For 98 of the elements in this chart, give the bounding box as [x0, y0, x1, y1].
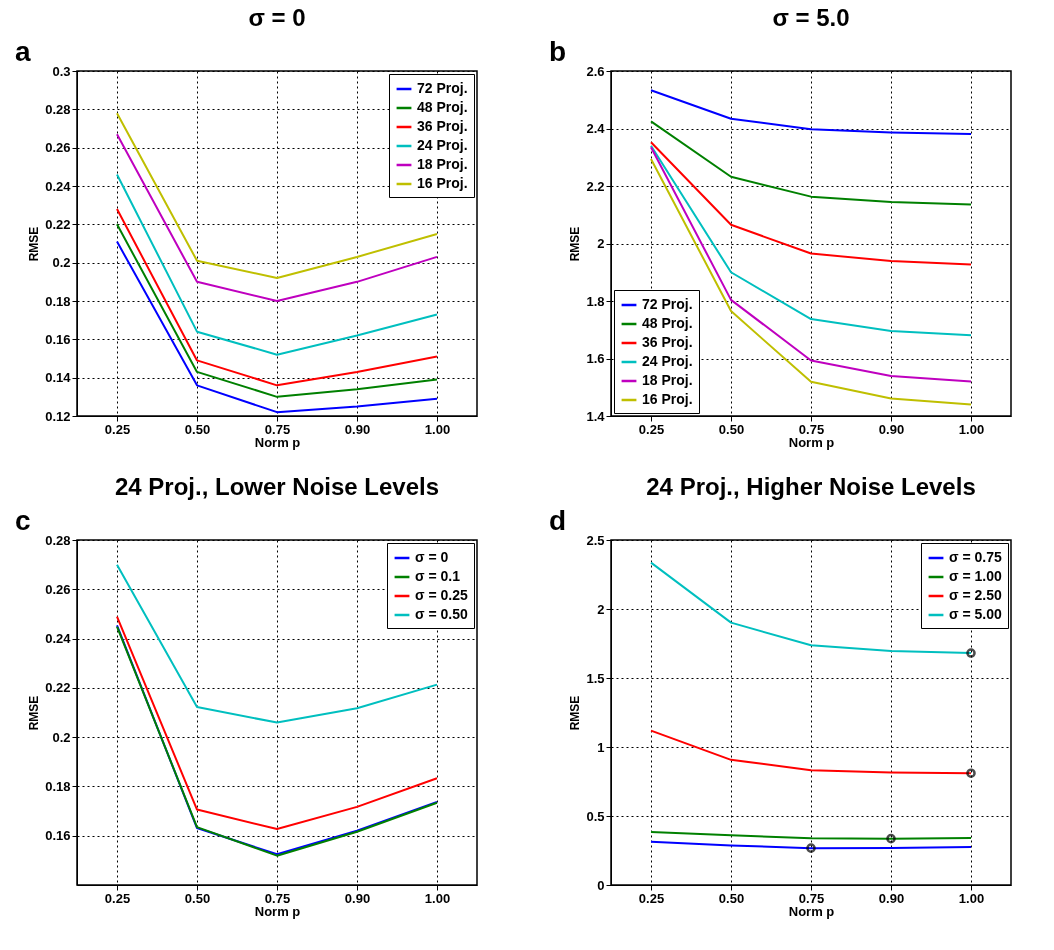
y-tick-label: 1.5: [586, 670, 605, 686]
text: a: [15, 36, 31, 67]
line-series: [650, 120, 972, 206]
line-series: [650, 561, 972, 655]
y-tick-label: 0.28: [45, 532, 71, 548]
line-series: [650, 831, 972, 840]
y-tick-label: 1.4: [586, 408, 606, 424]
y-tick-label: 2: [597, 236, 605, 251]
y-tick-label: 0.12: [45, 408, 71, 424]
y-tick-label: 2.5: [586, 532, 605, 548]
y-tick-label: 0.26: [45, 581, 71, 597]
x-tick-label: 0.50: [184, 890, 211, 906]
x-axis-title: Norm p: [254, 434, 301, 450]
y-tick-label: 0: [597, 877, 605, 893]
legend-label: 24 Proj.: [642, 353, 693, 369]
legend-label: σ = 0.1: [415, 568, 461, 584]
x-tick-label: 0.50: [184, 421, 211, 437]
x-axis-title: Norm p: [788, 434, 835, 450]
legend-label: 16 Proj.: [642, 391, 693, 407]
line-series: [116, 563, 438, 724]
legend-label: 48 Proj.: [417, 99, 468, 115]
x-tick-label: 0.25: [638, 890, 665, 906]
y-tick-label: 2.6: [586, 63, 605, 79]
chart-title: σ = 0: [248, 4, 306, 31]
y-tick-label: 0.28: [45, 101, 71, 117]
line-series: [116, 240, 438, 414]
y-tick-label: 0.22: [45, 216, 71, 232]
x-tick-label: 1.00: [958, 421, 985, 437]
legend-label: σ = 0.75: [949, 549, 1002, 565]
y-tick-label: 0.14: [45, 370, 72, 386]
x-tick-label: 0.90: [344, 421, 371, 437]
line-series: [116, 133, 438, 302]
chart-title: 24 Proj., Lower Noise Levels: [114, 473, 440, 500]
x-tick-label: 1.00: [958, 890, 985, 906]
legend-label: σ = 0: [415, 549, 449, 565]
legend-label: 18 Proj.: [642, 372, 693, 388]
text: d: [549, 505, 567, 536]
legend-label: σ = 0.25: [415, 587, 468, 603]
y-tick-label: 0.24: [45, 178, 72, 194]
y-tick-label: 0.22: [45, 680, 71, 696]
x-tick-label: 0.25: [104, 890, 131, 906]
legend-label: 16 Proj.: [417, 175, 468, 191]
x-tick-label: 1.00: [424, 421, 451, 437]
x-axis-title: Norm p: [788, 903, 835, 919]
chart-title: σ = 5.0: [772, 4, 850, 31]
legend-label: σ = 0.50: [415, 606, 468, 622]
line-series: [116, 112, 438, 279]
x-tick-label: 0.75: [264, 890, 291, 906]
legend-label: 24 Proj.: [417, 137, 468, 153]
y-tick-label: 1: [597, 739, 605, 755]
line-series: [650, 840, 972, 850]
legend-label: 48 Proj.: [642, 315, 693, 331]
y-tick-label: 0.5: [586, 808, 605, 824]
y-tick-label: 0.24: [45, 631, 72, 647]
x-tick-label: 1.00: [424, 890, 451, 906]
y-tick-label: 0.16: [45, 828, 71, 844]
x-tick-label: 0.25: [104, 421, 131, 437]
y-axis-title: RMSE: [27, 695, 42, 731]
y-tick-label: 0.16: [45, 331, 71, 347]
line-series: [116, 173, 438, 356]
x-tick-label: 0.90: [878, 890, 905, 906]
text: b: [549, 36, 567, 67]
legend-label: 36 Proj.: [642, 334, 693, 350]
legend-label: 36 Proj.: [417, 118, 468, 134]
x-tick-label: 0.90: [878, 421, 905, 437]
legend-label: σ = 5.00: [949, 606, 1002, 622]
legend-label: 18 Proj.: [417, 156, 468, 172]
y-axis-title: RMSE: [568, 226, 583, 262]
y-tick-label: 0.18: [45, 293, 71, 309]
line-series: [650, 729, 972, 775]
y-tick-label: 1.8: [586, 293, 605, 309]
y-tick-label: 2.2: [586, 178, 605, 194]
line-series: [650, 89, 972, 135]
legend-label: σ = 2.50: [949, 587, 1002, 603]
y-axis-title: RMSE: [27, 226, 42, 262]
x-tick-label: 0.50: [718, 890, 745, 906]
legend-label: 72 Proj.: [642, 296, 693, 312]
y-tick-label: 0.2: [52, 729, 71, 745]
x-axis-title: Norm p: [254, 903, 301, 919]
x-tick-label: 0.75: [264, 421, 291, 437]
x-tick-label: 0.90: [344, 890, 371, 906]
y-tick-label: 0.2: [52, 255, 71, 271]
chart-title: 24 Proj., Higher Noise Levels: [646, 473, 976, 500]
legend-label: σ = 1.00: [949, 568, 1002, 584]
x-tick-label: 0.75: [798, 890, 825, 906]
y-tick-label: 1.6: [586, 351, 605, 366]
y-tick-label: 0.26: [45, 140, 71, 156]
y-tick-label: 0.3: [52, 63, 71, 79]
line-series: [650, 141, 972, 266]
x-tick-label: 0.75: [798, 421, 825, 437]
text: c: [15, 505, 31, 536]
y-axis-title: RMSE: [568, 695, 583, 731]
x-tick-label: 0.50: [718, 421, 745, 437]
legend-label: 72 Proj.: [417, 80, 468, 96]
x-tick-label: 0.25: [638, 421, 665, 437]
y-tick-label: 0.18: [45, 778, 71, 794]
y-tick-label: 2: [597, 601, 605, 617]
y-tick-label: 2.4: [586, 121, 606, 136]
